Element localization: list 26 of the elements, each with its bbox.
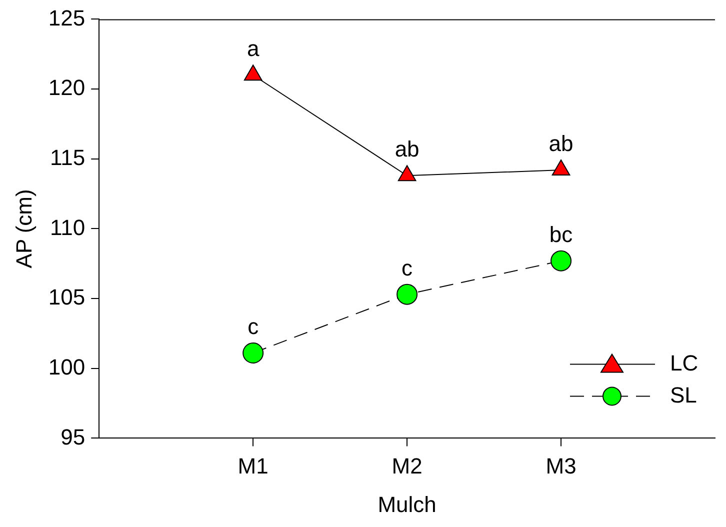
annotation: c — [402, 255, 413, 280]
point — [244, 64, 262, 81]
x-tick-label: M2 — [392, 453, 422, 478]
point — [242, 342, 264, 364]
y-tick-label: 115 — [50, 144, 86, 170]
x-tick-label: M3 — [546, 453, 576, 478]
point — [398, 165, 416, 182]
y-tick-label: 110 — [50, 214, 86, 240]
annotation: c — [248, 314, 259, 340]
y-tick-label: 120 — [48, 75, 86, 100]
y-tick-label: 105 — [48, 284, 86, 310]
point — [396, 284, 418, 305]
y-tick-label: 100 — [48, 354, 86, 380]
annotation: bc — [549, 222, 573, 247]
y-tick-label: 125 — [48, 5, 86, 30]
legend-label: SL — [670, 382, 697, 408]
y-tick-label: 95 — [60, 424, 86, 450]
point — [552, 160, 570, 176]
y-axis-title: AP (cm) — [11, 189, 36, 268]
x-tick-label: M1 — [238, 453, 268, 478]
legend-label: LC — [670, 350, 698, 376]
x-axis-title: Mulch — [378, 492, 436, 517]
annotation: ab — [548, 131, 574, 156]
point — [550, 250, 572, 272]
annotation: ab — [394, 136, 420, 162]
annotation: a — [246, 36, 260, 62]
